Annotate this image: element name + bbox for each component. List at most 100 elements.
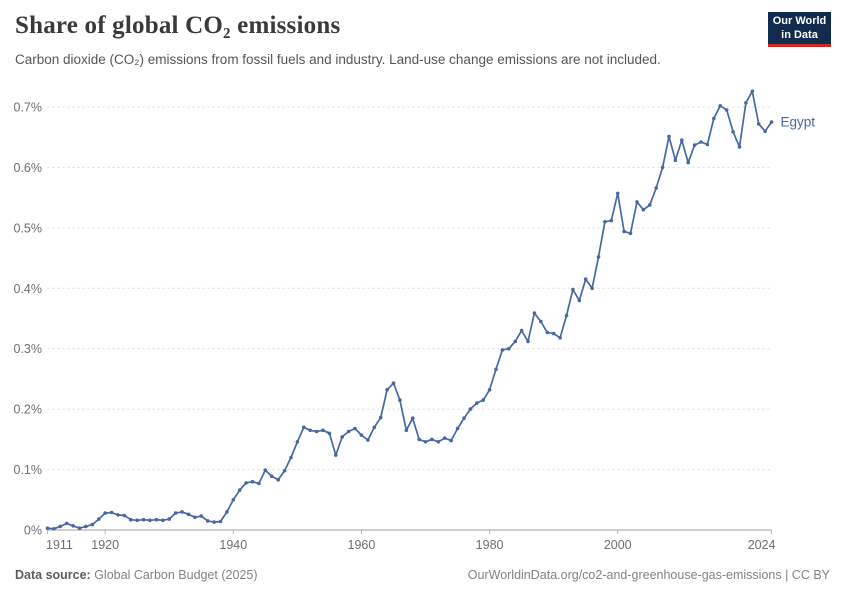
- data-point-marker: [571, 287, 575, 292]
- data-point-marker: [77, 526, 82, 530]
- data-point-marker: [276, 478, 281, 482]
- owid-logo-line1: Our World: [772, 14, 827, 27]
- data-point-marker: [494, 367, 498, 372]
- data-point-marker: [193, 515, 197, 520]
- x-axis-tick-label: 1960: [348, 538, 376, 552]
- data-point-marker: [686, 160, 690, 165]
- data-point-marker: [135, 518, 139, 523]
- data-point-marker: [250, 479, 255, 484]
- data-point-marker: [372, 425, 377, 430]
- data-point-marker: [186, 512, 191, 517]
- y-axis-tick-label: 0%: [24, 524, 42, 538]
- x-axis-tick-label: 1940: [219, 538, 247, 552]
- x-axis-tick-label: 1911: [46, 538, 73, 552]
- data-point-marker: [398, 398, 402, 402]
- data-point-marker: [564, 313, 569, 318]
- data-point-marker: [532, 311, 537, 315]
- data-point-marker: [45, 526, 50, 530]
- data-point-marker: [84, 524, 88, 529]
- data-point-marker: [97, 517, 101, 521]
- entity-label-egypt[interactable]: Egypt: [781, 115, 816, 130]
- data-point-marker: [526, 339, 530, 344]
- data-point-marker: [237, 488, 242, 492]
- data-point-marker: [295, 440, 300, 444]
- data-point-marker: [430, 437, 434, 442]
- chart-subtitle: Carbon dioxide (CO₂) emissions from foss…: [15, 52, 661, 67]
- data-point-marker: [462, 416, 466, 421]
- y-axis-tick-label: 0.5%: [14, 221, 43, 235]
- data-point-marker: [673, 158, 678, 162]
- data-point-marker: [763, 129, 767, 133]
- data-point-marker: [340, 435, 345, 439]
- data-point-marker: [603, 220, 607, 224]
- data-point-marker: [180, 510, 184, 514]
- data-point-marker: [513, 339, 517, 344]
- data-point-marker: [545, 330, 550, 335]
- data-point-marker: [519, 328, 524, 333]
- data-point-marker: [327, 431, 332, 436]
- data-source-label: Data source:: [15, 568, 91, 582]
- data-point-marker: [173, 511, 178, 515]
- attribution-link[interactable]: OurWorldinData.org/co2-and-greenhouse-ga…: [467, 568, 830, 582]
- data-point-marker: [667, 134, 671, 139]
- data-point-marker: [712, 116, 716, 121]
- data-point-marker: [410, 416, 415, 421]
- data-point-marker: [551, 331, 556, 336]
- data-point-marker: [660, 165, 665, 170]
- data-point-marker: [90, 522, 95, 527]
- data-point-marker: [353, 426, 357, 431]
- data-point-marker: [148, 518, 152, 523]
- y-axis-tick-label: 0.3%: [14, 342, 43, 356]
- data-point-marker: [346, 429, 351, 434]
- data-point-marker: [109, 510, 114, 515]
- x-axis-tick-label: 2000: [604, 538, 632, 552]
- data-point-marker: [103, 511, 107, 515]
- data-point-marker: [302, 425, 306, 430]
- data-point-marker: [596, 255, 601, 259]
- data-point-marker: [468, 407, 473, 411]
- data-point-marker: [622, 229, 626, 234]
- data-point-marker: [654, 186, 658, 190]
- data-point-marker: [269, 474, 274, 479]
- data-point-marker: [609, 218, 614, 223]
- data-point-marker: [225, 510, 229, 514]
- data-point-marker: [756, 122, 761, 126]
- data-point-marker: [615, 191, 620, 196]
- y-axis-tick-label: 0.1%: [14, 463, 43, 477]
- data-point-marker: [699, 140, 703, 144]
- data-point-marker: [263, 468, 268, 473]
- y-axis-tick-label: 0.7%: [14, 101, 43, 115]
- data-point-marker: [391, 381, 396, 386]
- data-point-marker: [507, 346, 511, 351]
- data-point-marker: [244, 481, 248, 485]
- data-point-marker: [359, 433, 364, 437]
- data-point-marker: [385, 388, 389, 392]
- data-point-marker: [366, 438, 370, 442]
- data-point-marker: [750, 89, 755, 94]
- data-point-marker: [481, 398, 486, 402]
- data-point-marker: [71, 524, 75, 528]
- data-point-marker: [475, 401, 479, 405]
- owid-logo-line2: in Data: [781, 29, 818, 41]
- x-axis-tick-label: 1980: [476, 538, 504, 552]
- data-point-marker: [769, 120, 774, 124]
- data-point-marker: [680, 138, 684, 142]
- egypt-series-line: [46, 90, 773, 530]
- data-point-marker: [583, 277, 588, 282]
- data-point-marker: [436, 440, 441, 444]
- data-point-marker: [231, 498, 236, 502]
- data-point-marker: [282, 469, 287, 473]
- owid-logo[interactable]: Our World in Data: [768, 12, 831, 47]
- data-point-marker: [52, 527, 56, 531]
- data-point-marker: [167, 517, 171, 521]
- x-axis-tick-label: 2024: [748, 538, 776, 552]
- data-point-marker: [731, 130, 735, 134]
- data-point-marker: [705, 142, 710, 147]
- data-point-marker: [141, 517, 146, 522]
- page-title: Share of global CO₂ emissions: [15, 12, 341, 39]
- data-point-marker: [590, 286, 594, 291]
- data-point-marker: [404, 428, 409, 433]
- data-point-marker: [154, 517, 159, 522]
